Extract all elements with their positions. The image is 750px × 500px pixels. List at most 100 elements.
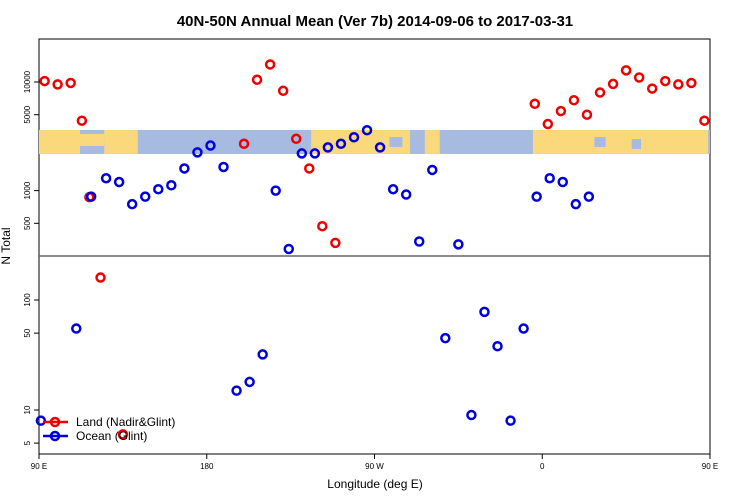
data-point [557,176,569,188]
legend-label: Land (Nadir&Glint) [76,415,175,429]
data-point [374,142,386,153]
data-point [633,72,645,83]
data-point [581,109,593,120]
y-tick-label: 10000 [23,70,32,93]
data-point [607,78,619,90]
data-point [270,185,281,196]
data-point [348,131,360,143]
y-axis-label: N Total [0,227,13,264]
data-point [179,163,190,174]
data-point [466,409,477,421]
world-map-strip [39,130,710,154]
newfoundland-land [424,130,440,154]
data-point [218,161,229,173]
data-point [544,172,555,184]
legend-label: Ocean (Glint) [76,429,147,443]
data-point [583,191,595,202]
plot-area [38,38,711,455]
data-point [646,83,658,94]
chart-title: 40N-50N Annual Mean (Ver 7b) 2014-09-06 … [177,13,573,30]
data-points [35,59,710,440]
data-point [309,148,321,159]
data-point [555,105,567,117]
data-point [387,183,399,195]
data-point [330,237,341,249]
data-point [594,87,606,98]
x-axis: 90 E 180 90 W 0 90 E [31,454,718,471]
eurasia-land [532,130,709,154]
data-point [139,191,151,202]
data-point [335,138,347,150]
data-point [413,236,425,247]
data-point [231,385,242,396]
legend: Land (Nadir&Glint)Ocean (Glint) [43,415,175,443]
korea-land [80,134,105,146]
data-point [518,323,529,334]
data-point [39,75,50,87]
data-point [492,340,503,352]
data-point [505,415,516,426]
data-point [400,189,412,200]
data-point [660,75,671,87]
y-axis: 500 1000 5000 10000 5 10 50 100 [23,70,39,445]
asia-land [39,130,81,154]
legend-marker [49,416,61,428]
data-point [65,77,76,89]
y-tick-label: 5000 [23,105,32,123]
data-point [440,332,451,344]
data-point [361,124,373,136]
data-point [686,77,697,89]
y-tick-label: 5 [23,440,32,445]
x-tick-label: 180 [200,462,214,471]
data-point [699,115,710,126]
plot-frame [38,38,711,455]
data-point [322,142,334,153]
y-tick-label: 100 [23,293,32,307]
black-sea-water [594,137,606,147]
data-point [304,163,315,174]
y-tick-label: 10 [23,405,32,414]
y-tick-label: 500 [23,216,32,230]
data-point [76,115,88,126]
data-point [531,191,542,202]
data-point [277,85,289,97]
data-point [153,183,164,195]
data-point [35,415,47,426]
data-point [257,349,268,360]
data-point [264,59,276,70]
data-point [427,164,438,176]
data-point [620,65,632,76]
data-point [283,243,295,255]
data-point [71,323,82,334]
data-point [166,180,177,191]
data-point [205,140,216,151]
x-tick-label: 0 [540,462,545,471]
legend-marker [49,430,61,442]
x-tick-label: 90 E [31,462,47,471]
data-point [126,198,138,210]
data-point [244,376,255,388]
data-point [238,138,250,150]
x-tick-label: 90 W [365,462,384,471]
japan-land [104,130,138,154]
data-point [673,79,684,90]
data-point [317,220,328,232]
data-point [568,94,580,106]
data-point [479,306,490,318]
data-point [100,172,112,184]
y-tick-label: 50 [23,328,32,337]
x-axis-label: Longitude (deg E) [327,477,422,491]
caspian-sea-water [631,139,642,149]
data-point [296,148,308,159]
data-point [113,176,125,188]
data-point [95,272,106,283]
data-point [453,239,464,250]
great-lakes-water [389,137,403,147]
data-point [251,74,263,85]
data-point [290,133,302,145]
data-point [570,198,582,210]
data-point [192,147,203,158]
data-point [85,191,97,202]
data-point [529,98,541,110]
